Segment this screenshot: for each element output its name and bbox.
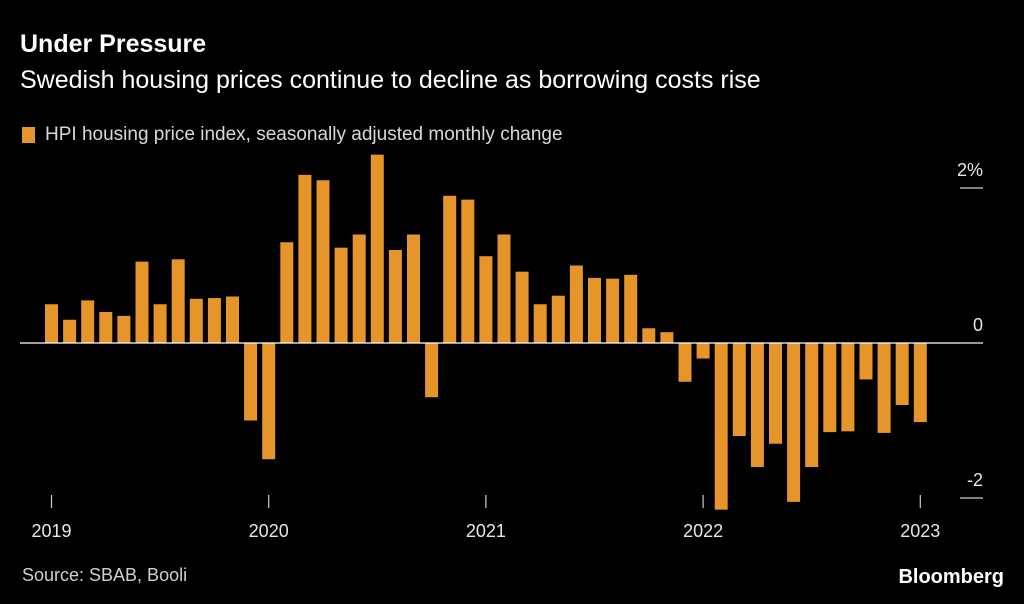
x-tick-label: 2020 (249, 521, 289, 541)
bar (280, 242, 294, 343)
bloomberg-logo: Bloomberg (898, 566, 1004, 588)
bar (497, 234, 511, 343)
bar (606, 278, 620, 343)
bar (388, 250, 402, 343)
chart-title: Under Pressure (20, 30, 207, 58)
bar (823, 343, 837, 433)
legend-swatch (22, 127, 35, 143)
bar (352, 234, 366, 343)
bar (99, 312, 113, 343)
bar (642, 328, 656, 343)
bar (189, 298, 203, 343)
bar (787, 343, 801, 502)
bar (714, 343, 728, 510)
bar (298, 174, 312, 343)
bar (81, 300, 95, 343)
bar (63, 319, 77, 343)
y-tick-label: 0 (973, 315, 983, 335)
bar (334, 247, 348, 343)
x-tick-label: 2019 (31, 521, 71, 541)
y-tick-label: 2% (957, 160, 983, 180)
chart-subtitle: Swedish housing prices continue to decli… (20, 66, 761, 94)
bar (370, 154, 384, 343)
bar (895, 343, 909, 405)
bar (913, 343, 927, 423)
bar (171, 259, 185, 343)
bar (262, 343, 276, 460)
x-tick-label: 2023 (900, 521, 940, 541)
bar (244, 343, 258, 421)
bar (207, 298, 221, 343)
legend: HPI housing price index, seasonally adju… (22, 124, 563, 146)
bar (135, 261, 149, 343)
bar (551, 295, 565, 343)
bar (624, 274, 638, 343)
bar (660, 332, 674, 343)
bar (515, 271, 529, 343)
bar (805, 343, 819, 467)
bar (696, 343, 710, 359)
bar (732, 343, 746, 436)
bar (533, 304, 547, 343)
bar (569, 265, 583, 343)
source-note: Source: SBAB, Booli (22, 565, 188, 585)
bar (479, 256, 493, 343)
bar (45, 304, 58, 343)
bar (750, 343, 764, 467)
bar (226, 296, 239, 343)
bar (859, 343, 873, 380)
bar (588, 277, 601, 343)
bar (443, 195, 457, 343)
x-tick-label: 2022 (683, 521, 723, 541)
bar (461, 199, 475, 343)
bar (407, 234, 420, 343)
legend-label: HPI housing price index, seasonally adju… (45, 124, 563, 145)
bar (425, 343, 439, 398)
y-tick-label: -2 (967, 470, 983, 490)
bar (877, 343, 891, 433)
bar (153, 304, 167, 343)
bar (316, 180, 330, 343)
bar (769, 343, 782, 444)
x-tick-label: 2021 (466, 521, 506, 541)
bar (841, 343, 855, 432)
bar (678, 343, 692, 382)
bar (117, 315, 131, 343)
